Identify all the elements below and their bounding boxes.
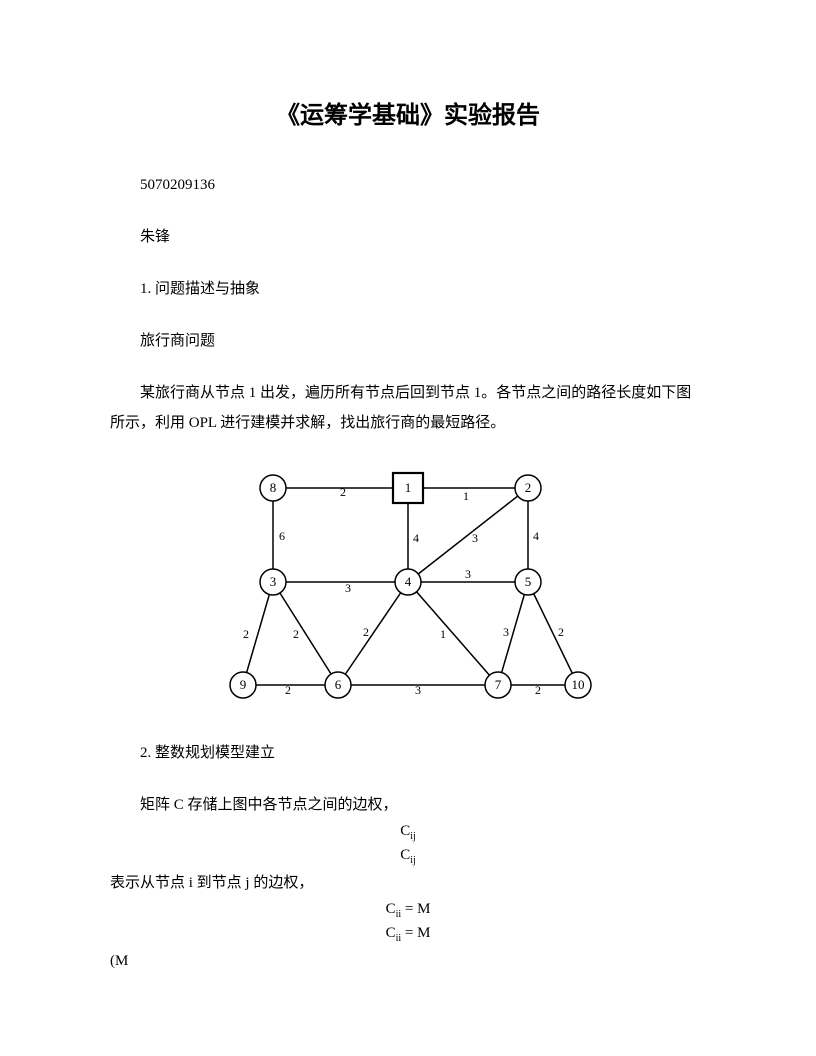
node-label: 7 xyxy=(495,677,502,692)
node-label: 2 xyxy=(525,480,532,495)
student-name: 朱锋 xyxy=(110,222,706,252)
edge-label: 2 xyxy=(293,627,299,641)
edge-label: 3 xyxy=(415,683,421,697)
node-label: 1 xyxy=(405,480,412,495)
graph-edge xyxy=(528,582,578,685)
edge-label: 1 xyxy=(463,489,469,503)
edge-label: 2 xyxy=(363,625,369,639)
graph-svg: 2 1 6 4 3 4 3 3 2 2 2 1 3 2 2 3 2 1 2 8 3 4 5 9 6 7 10 xyxy=(218,460,598,710)
student-id: 5070209136 xyxy=(110,170,706,200)
edge-label: 2 xyxy=(243,627,249,641)
m-paren: (M xyxy=(110,946,706,976)
edge-label: 2 xyxy=(285,683,291,697)
math-cii-1: Cii = M xyxy=(110,898,706,922)
graph-figure: 2 1 6 4 3 4 3 3 2 2 2 1 3 2 2 3 2 1 2 8 3 4 5 9 6 7 10 xyxy=(110,460,706,710)
problem-description: 某旅行商从节点 1 出发，遍历所有节点后回到节点 1。各节点之间的路径长度如下图… xyxy=(110,378,706,438)
node-label: 9 xyxy=(240,677,247,692)
math-cij-2: Cij xyxy=(110,844,706,868)
edge-label: 3 xyxy=(472,531,478,545)
edge-label: 2 xyxy=(558,625,564,639)
section1-heading: 1. 问题描述与抽象 xyxy=(110,274,706,304)
edge-label: 2 xyxy=(535,683,541,697)
edge-label: 4 xyxy=(413,531,419,545)
math-cij-1: Cij xyxy=(110,820,706,844)
node-label: 8 xyxy=(270,480,277,495)
graph-edge xyxy=(273,582,338,685)
edge-label: 2 xyxy=(340,485,346,499)
node-label: 5 xyxy=(525,574,532,589)
node-label: 6 xyxy=(335,677,342,692)
edge-label: 4 xyxy=(533,529,539,543)
edge-label: 1 xyxy=(440,627,446,641)
problem-title: 旅行商问题 xyxy=(110,326,706,356)
edge-label: 6 xyxy=(279,529,285,543)
matrix-desc: 矩阵 C 存储上图中各节点之间的边权， xyxy=(110,790,706,820)
edge-desc: 表示从节点 i 到节点 j 的边权， xyxy=(110,868,706,898)
edge-label: 3 xyxy=(503,625,509,639)
graph-edge xyxy=(408,582,498,685)
node-label: 10 xyxy=(572,677,585,692)
graph-edge xyxy=(338,582,408,685)
node-label: 4 xyxy=(405,574,412,589)
math-cii-2: Cii = M xyxy=(110,922,706,946)
edge-label: 3 xyxy=(465,567,471,581)
section2-heading: 2. 整数规划模型建立 xyxy=(110,738,706,768)
edge-label: 3 xyxy=(345,581,351,595)
node-label: 3 xyxy=(270,574,277,589)
page-title: 《运筹学基础》实验报告 xyxy=(110,95,706,130)
